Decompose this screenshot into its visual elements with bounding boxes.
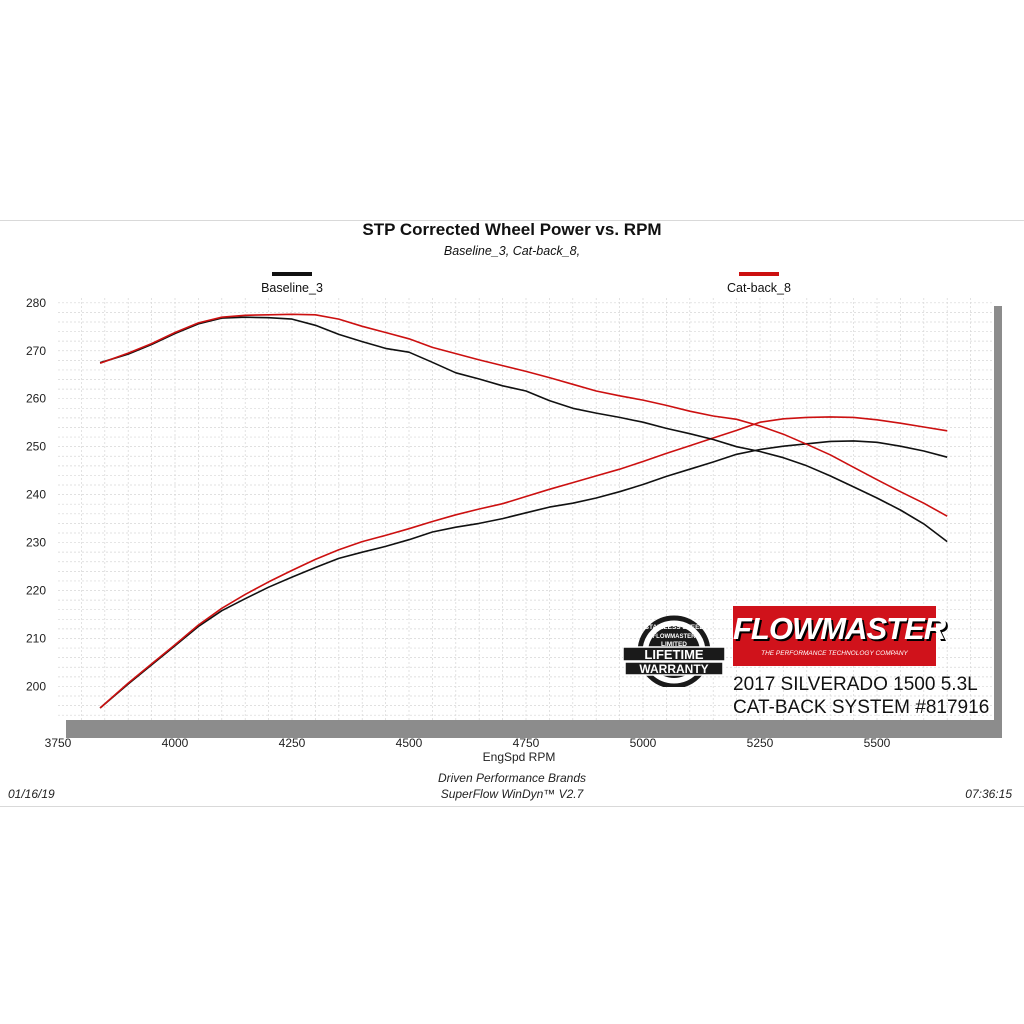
y-tick-label: 210	[26, 631, 46, 645]
legend-baseline: Baseline_3	[232, 272, 352, 295]
vehicle-caption-line1: 2017 SILVERADO 1500 5.3L	[733, 674, 978, 695]
chart-subtitle: Baseline_3, Cat-back_8,	[443, 244, 581, 258]
legend-baseline-swatch	[272, 272, 312, 276]
vehicle-caption: 2017 SILVERADO 1500 5.3L CAT-BACK SYSTEM…	[733, 673, 993, 719]
chart-title: STP Corrected Wheel Power vs. RPM	[362, 220, 662, 239]
x-tick-label: 4750	[513, 736, 540, 750]
series-line-catback-power	[99, 416, 948, 709]
bottom-frame-line	[0, 806, 1024, 807]
legend-catback: Cat-back_8	[699, 272, 819, 295]
x-tick-label: 5250	[747, 736, 774, 750]
brand-name: FLOWMASTER	[733, 611, 946, 646]
top-frame-line	[0, 220, 1024, 221]
legend-catback-label: Cat-back_8	[727, 281, 791, 295]
series-line-catback-torque	[99, 313, 948, 517]
badge-top-text: STAINLESS STEEL	[645, 624, 704, 631]
y-tick-label: 200	[26, 679, 46, 693]
badge-lifetime-text: LIFETIME	[644, 647, 704, 662]
footer-date: 01/16/19	[8, 787, 55, 801]
badge-limited-text: LIMITED	[661, 641, 687, 648]
y-tick-label: 240	[26, 488, 46, 502]
x-tick-label: 4000	[162, 736, 189, 750]
footer-software: SuperFlow WinDyn™ V2.7	[440, 787, 584, 801]
x-tick-label: 5000	[630, 736, 657, 750]
y-tick-label: 250	[26, 440, 46, 454]
x-tick-label: 5500	[864, 736, 891, 750]
footer-company: Driven Performance Brands	[437, 771, 587, 785]
axis-ticks: 3750 4000 4250 4500 4750 5000 5250 5500 200 210 22…	[26, 296, 891, 750]
brand-tagline: THE PERFORMANCE TECHNOLOGY COMPANY	[761, 650, 908, 657]
series-lines	[99, 313, 948, 709]
y-tick-label: 280	[26, 296, 46, 310]
y-tick-label: 270	[26, 344, 46, 358]
footer-time: 07:36:15	[965, 787, 1012, 801]
y-tick-label: 220	[26, 584, 46, 598]
badge-warranty-text: WARRANTY	[639, 662, 708, 676]
series-line-baseline-torque	[99, 316, 948, 543]
badge-brand-text: FLOWMASTER	[653, 634, 697, 640]
legend-baseline-label: Baseline_3	[261, 281, 323, 295]
y-tick-label: 230	[26, 536, 46, 550]
vehicle-caption-line2: CAT-BACK SYSTEM #817916	[733, 697, 990, 718]
lifetime-warranty-badge: STAINLESS STEEL FLOWMASTER LIMITED LIFET…	[622, 605, 726, 707]
legend-catback-swatch	[739, 272, 779, 276]
x-tick-label: 4500	[396, 736, 423, 750]
y-tick-label: 260	[26, 392, 46, 406]
flowmaster-logo: FLOWMASTER THE PERFORMANCE TECHNOLOGY CO…	[733, 606, 946, 666]
x-axis-label: EngSpd RPM	[483, 750, 556, 764]
x-tick-label: 3750	[45, 736, 72, 750]
x-tick-label: 4250	[279, 736, 306, 750]
